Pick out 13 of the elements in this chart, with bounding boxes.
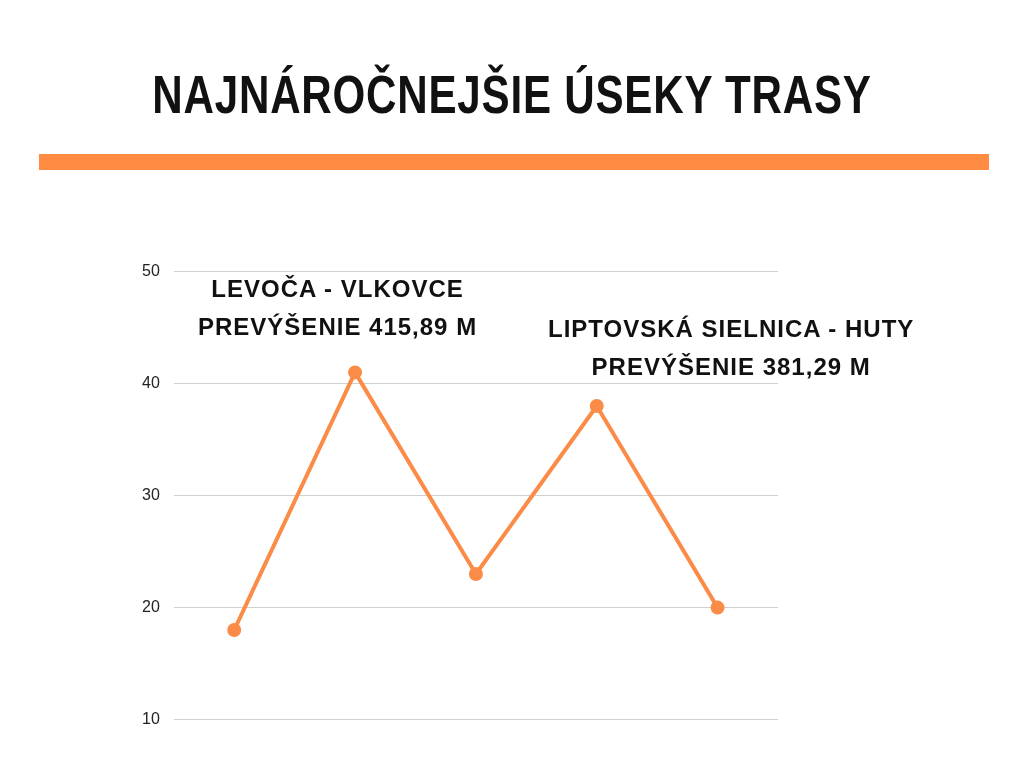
y-tick-label: 30 bbox=[142, 486, 160, 504]
y-tick-label: 50 bbox=[142, 262, 160, 280]
y-tick-label: 40 bbox=[142, 374, 160, 392]
point bbox=[348, 365, 363, 380]
point bbox=[589, 399, 604, 413]
y-tick-label: 20 bbox=[142, 598, 160, 616]
point bbox=[468, 567, 483, 581]
point bbox=[710, 600, 725, 615]
annotation: LIPTOVSKÁ SIELNICA - HUTY PREVÝŠENIE 381,29 M bbox=[548, 314, 915, 382]
annotation: LEVOČA - VLKOVCE PREVÝŠENIE 415,89 M bbox=[198, 274, 478, 342]
chart-title: NAJNÁROČNEJŠIE ÚSEKY TRASY bbox=[151, 63, 873, 125]
y-tick-label: 10 bbox=[142, 710, 160, 728]
point bbox=[227, 623, 242, 637]
